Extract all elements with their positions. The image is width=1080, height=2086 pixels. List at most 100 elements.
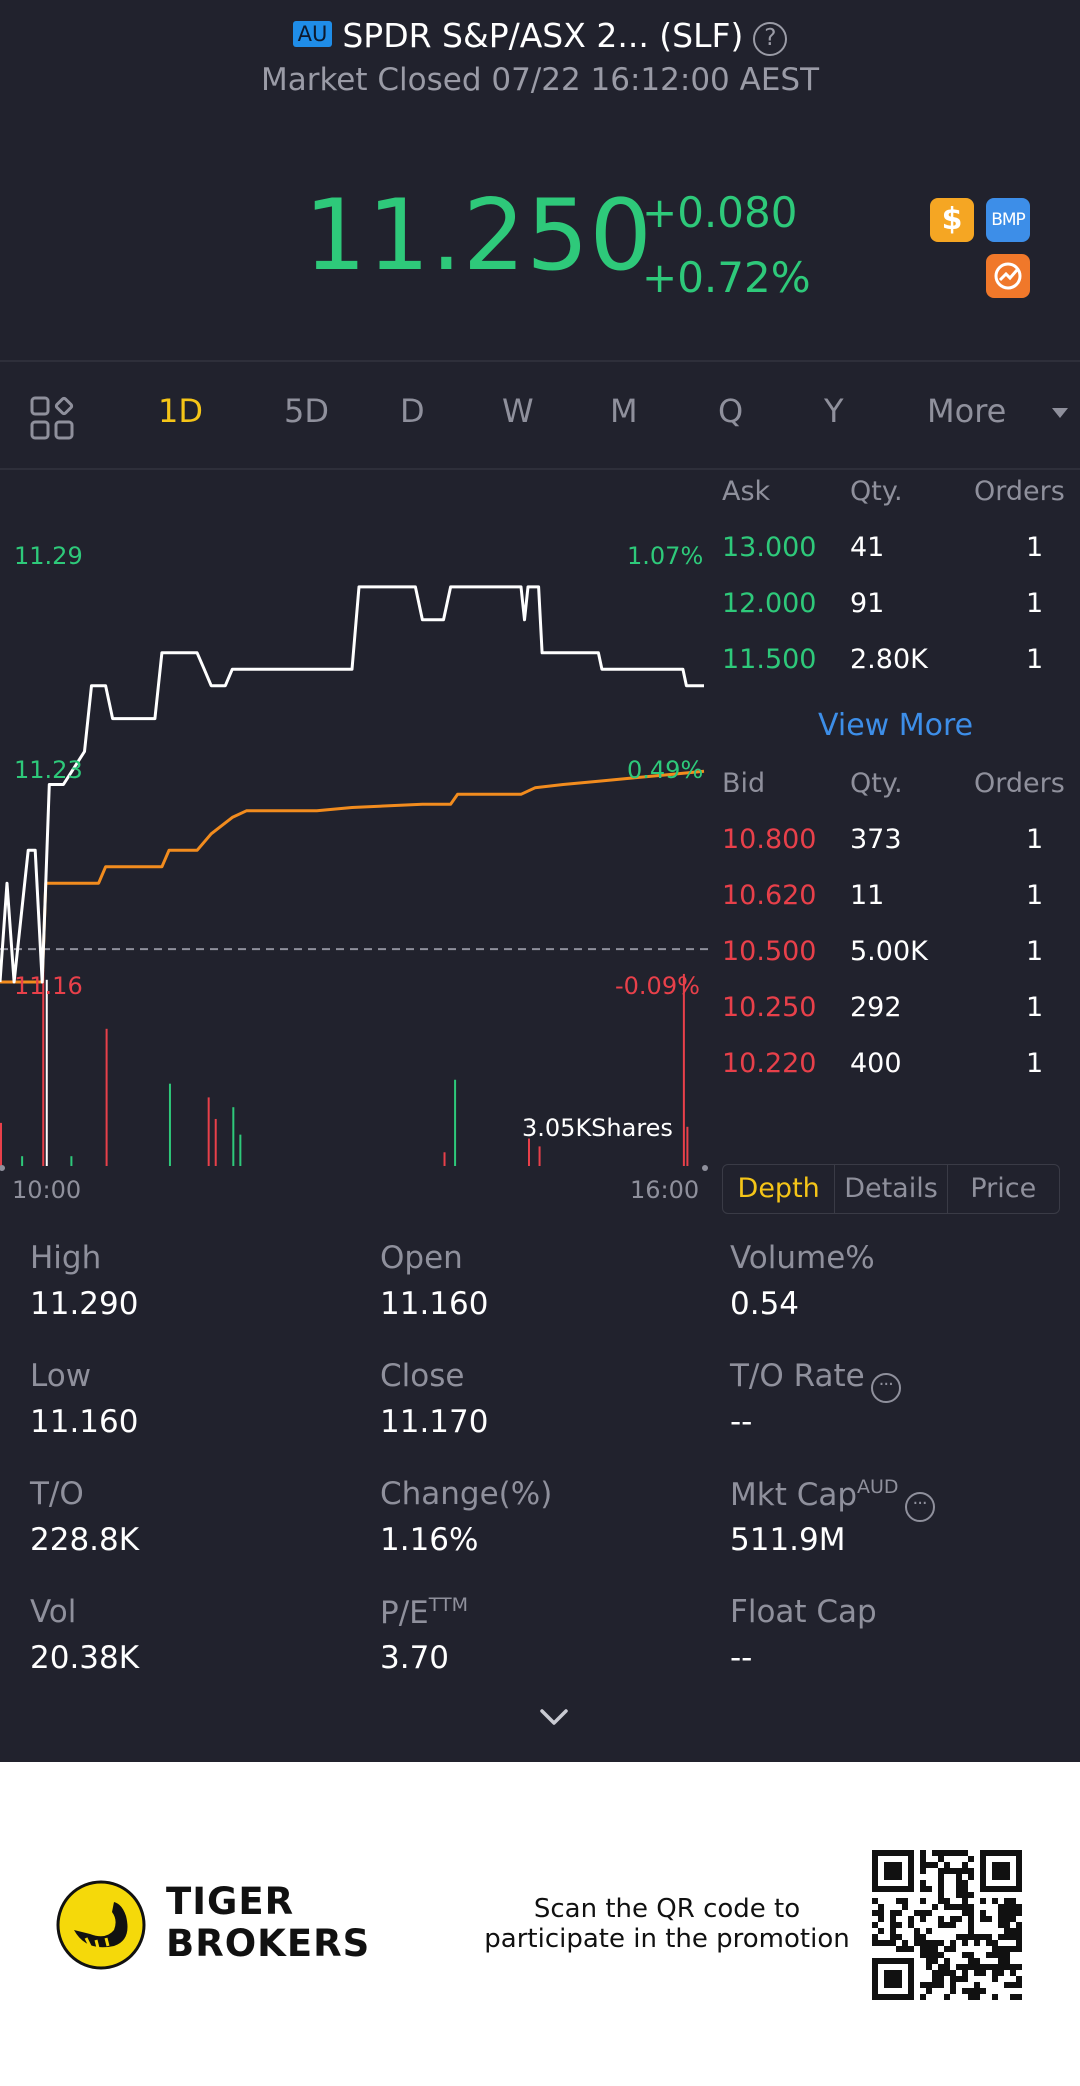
qr-code-icon[interactable] xyxy=(872,1850,1022,2000)
tab-5d[interactable]: 5D xyxy=(284,392,329,430)
qr-module xyxy=(1010,1898,1016,1904)
tab-m[interactable]: M xyxy=(610,392,638,430)
qr-module xyxy=(980,1886,986,1892)
qr-module xyxy=(950,1850,956,1856)
tab-q[interactable]: Q xyxy=(718,392,744,430)
qr-module xyxy=(878,1916,884,1922)
qr-module xyxy=(896,1958,902,1964)
qr-module xyxy=(950,1940,956,1946)
qr-module xyxy=(1016,1910,1022,1916)
qr-module xyxy=(986,1952,992,1958)
qr-module xyxy=(998,1970,1004,1976)
qr-module xyxy=(878,1940,884,1946)
trend-icon[interactable] xyxy=(986,254,1030,298)
volume-bar xyxy=(232,1107,235,1166)
qr-module xyxy=(1016,1928,1022,1934)
bid-qty-header: Qty. xyxy=(850,768,903,799)
qr-module xyxy=(872,1976,878,1982)
qr-module xyxy=(920,1880,926,1886)
qr-module xyxy=(878,1850,884,1856)
change-label: Change(%) xyxy=(380,1476,553,1512)
qr-module xyxy=(908,1988,914,1994)
qr-module xyxy=(974,1970,980,1976)
qr-module xyxy=(968,1922,974,1928)
float-cap-value: -- xyxy=(730,1640,753,1676)
qr-module xyxy=(890,1994,896,2000)
qr-module xyxy=(956,1964,962,1970)
qr-module xyxy=(884,1970,890,1976)
qr-module xyxy=(908,1946,914,1952)
low-value: 11.160 xyxy=(30,1404,139,1440)
qr-module xyxy=(992,1874,998,1880)
qr-module xyxy=(1010,1886,1016,1892)
tab-d[interactable]: D xyxy=(400,392,425,430)
y-tick-right-low: -0.09% xyxy=(615,972,700,1000)
qr-module xyxy=(998,1946,1004,1952)
qr-module xyxy=(980,1970,986,1976)
qr-module xyxy=(926,1886,932,1892)
qr-module xyxy=(968,1892,974,1898)
volume-bar xyxy=(70,1156,73,1166)
pe-value: 3.70 xyxy=(380,1640,450,1676)
volume-bar xyxy=(45,979,48,1166)
qr-module xyxy=(926,1988,932,1994)
qr-module xyxy=(908,1874,914,1880)
volume-bar xyxy=(443,1152,446,1166)
more-icon[interactable]: ··· xyxy=(904,1492,935,1522)
qr-module xyxy=(920,1946,926,1952)
more-icon[interactable]: ··· xyxy=(870,1373,901,1403)
ask-qty-header: Qty. xyxy=(850,476,903,507)
qr-module xyxy=(950,1922,956,1928)
qr-module xyxy=(908,1886,914,1892)
bmp-icon[interactable]: BMP xyxy=(986,198,1030,242)
qr-module xyxy=(938,1850,944,1856)
bid-orders: 1 xyxy=(1026,880,1044,911)
qr-module xyxy=(932,1970,938,1976)
security-title[interactable]: SPDR S&P/ASX 2... (SLF) xyxy=(342,16,744,55)
intraday-chart[interactable]: 11.29 11.23 11.16 1.07% 0.49% -0.09% 3.0… xyxy=(0,472,712,1204)
ask-qty: 91 xyxy=(850,588,885,619)
help-icon[interactable]: ? xyxy=(753,22,788,56)
qr-module xyxy=(872,1964,878,1970)
qr-module xyxy=(908,1856,914,1862)
tab-price[interactable]: Price xyxy=(970,1173,1037,1204)
qr-module xyxy=(974,1958,980,1964)
dollar-icon[interactable]: $ xyxy=(930,198,974,242)
qr-module xyxy=(962,1934,968,1940)
qr-module xyxy=(998,1886,1004,1892)
qr-module xyxy=(968,1988,974,1994)
qr-module xyxy=(896,1898,902,1904)
book-tabs: Depth Details Price xyxy=(722,1164,1060,1214)
grid-icon[interactable] xyxy=(30,396,74,440)
volume-bar xyxy=(239,1134,242,1166)
tab-w[interactable]: W xyxy=(502,392,534,430)
qr-module xyxy=(938,1856,944,1862)
volume-bar xyxy=(682,973,685,1166)
qr-module xyxy=(956,1886,962,1892)
y-tick-high: 11.29 xyxy=(14,542,83,570)
brand-name: TIGER xyxy=(166,1880,295,1923)
qr-module xyxy=(920,1910,926,1916)
qr-module xyxy=(944,1904,950,1910)
tab-depth[interactable]: Depth xyxy=(723,1165,836,1213)
qr-module xyxy=(974,1994,980,2000)
qr-module xyxy=(872,1880,878,1886)
tab-more[interactable]: More xyxy=(927,392,1007,430)
bid-qty: 400 xyxy=(850,1048,902,1079)
qr-module xyxy=(944,1898,950,1904)
qr-module xyxy=(944,1964,950,1970)
tab-y[interactable]: Y xyxy=(824,392,844,430)
tab-details[interactable]: Details xyxy=(835,1165,948,1213)
qr-module xyxy=(890,1976,896,1982)
qr-module xyxy=(890,1982,896,1988)
qr-module xyxy=(1010,1916,1016,1922)
qr-module xyxy=(878,1904,884,1910)
qr-module xyxy=(974,1988,980,1994)
qr-module xyxy=(884,1940,890,1946)
qr-module xyxy=(1004,1850,1010,1856)
to-rate-label: T/O Rate ··· xyxy=(730,1358,901,1403)
chevron-down-icon[interactable] xyxy=(537,1700,571,1734)
view-more-link[interactable]: View More xyxy=(818,708,974,743)
chevron-down-icon[interactable] xyxy=(1052,408,1068,418)
tab-1d[interactable]: 1D xyxy=(158,392,203,430)
